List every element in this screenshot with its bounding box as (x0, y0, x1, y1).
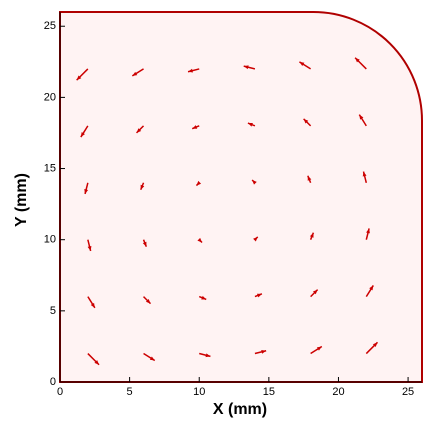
vector (365, 341, 379, 355)
vector (362, 171, 368, 183)
vector (254, 349, 267, 355)
y-tick-label: 5 (50, 305, 56, 317)
vector (309, 232, 315, 240)
y-tick-label: 25 (44, 20, 56, 32)
vector (84, 182, 89, 195)
y-axis-label: Y (mm) (13, 173, 30, 227)
vector (354, 57, 367, 70)
vector (195, 180, 202, 187)
y-tick-label: 20 (44, 91, 56, 103)
vector (187, 68, 200, 73)
vector (131, 68, 144, 77)
vector (247, 122, 256, 127)
x-tick-label: 15 (263, 386, 275, 398)
vector (307, 175, 312, 184)
vector (365, 285, 374, 298)
vector (191, 125, 200, 130)
vector (310, 289, 319, 298)
vector (198, 295, 207, 301)
vector (199, 352, 211, 358)
vector (303, 118, 312, 127)
vector (80, 125, 89, 138)
x-tick-label: 5 (127, 386, 133, 398)
vector (87, 239, 92, 252)
vector (197, 237, 203, 244)
y-tick-label: 10 (44, 234, 56, 246)
vector (251, 179, 257, 185)
vector (76, 68, 89, 81)
y-tick-label: 0 (50, 376, 56, 388)
flow-domain (59, 11, 423, 383)
x-tick-label: 25 (402, 386, 414, 398)
vector (310, 345, 323, 355)
x-axis-label: X (mm) (213, 401, 267, 418)
vector (87, 353, 100, 366)
vector (140, 182, 145, 191)
vector (358, 114, 367, 127)
vector (253, 236, 259, 242)
x-tick-label: 20 (332, 386, 344, 398)
vector (136, 125, 145, 134)
vector (299, 61, 312, 70)
vector (87, 296, 96, 309)
vector (243, 65, 256, 70)
x-tick-label: 10 (193, 386, 205, 398)
vector (143, 352, 156, 362)
vector (143, 296, 152, 305)
y-tick-label: 15 (44, 162, 56, 174)
vector (254, 293, 263, 298)
vector (365, 228, 370, 240)
vector (142, 239, 148, 247)
x-tick-label: 0 (57, 386, 63, 398)
